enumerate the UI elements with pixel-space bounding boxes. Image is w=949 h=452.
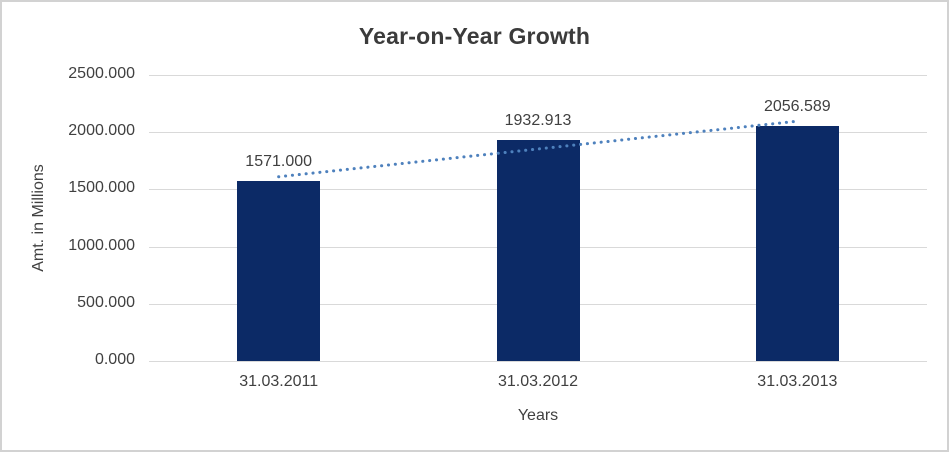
bar-31.03.2013 bbox=[755, 125, 839, 361]
data-label: 1571.000 bbox=[245, 153, 313, 171]
plot-area bbox=[149, 75, 927, 362]
y-axis-tick-label: 500.000 bbox=[77, 293, 135, 311]
trendline bbox=[277, 119, 799, 179]
chart-title: Year-on-Year Growth bbox=[358, 23, 591, 49]
gridline bbox=[149, 75, 927, 76]
bar-31.03.2012 bbox=[496, 139, 580, 361]
x-axis-tick-label: 31.03.2013 bbox=[757, 373, 838, 390]
x-axis-title: Years bbox=[517, 407, 559, 424]
data-label: 1932.913 bbox=[504, 111, 572, 129]
y-axis-tick-label: 2500.000 bbox=[68, 65, 135, 82]
data-label: 2056.589 bbox=[763, 97, 831, 115]
y-axis-tick-label: 2000.000 bbox=[68, 122, 135, 140]
gridline bbox=[149, 132, 927, 134]
x-axis-tick-label: 31.03.2012 bbox=[497, 373, 579, 390]
gridline bbox=[149, 361, 927, 362]
y-axis-tick-label: 1500.000 bbox=[68, 179, 135, 197]
x-axis-tick-label: 31.03.2011 bbox=[239, 373, 319, 390]
y-axis-tick-label: 0.000 bbox=[94, 351, 135, 368]
y-axis-tick-label: 1000.000 bbox=[68, 236, 135, 254]
bar-31.03.2011 bbox=[237, 181, 321, 361]
